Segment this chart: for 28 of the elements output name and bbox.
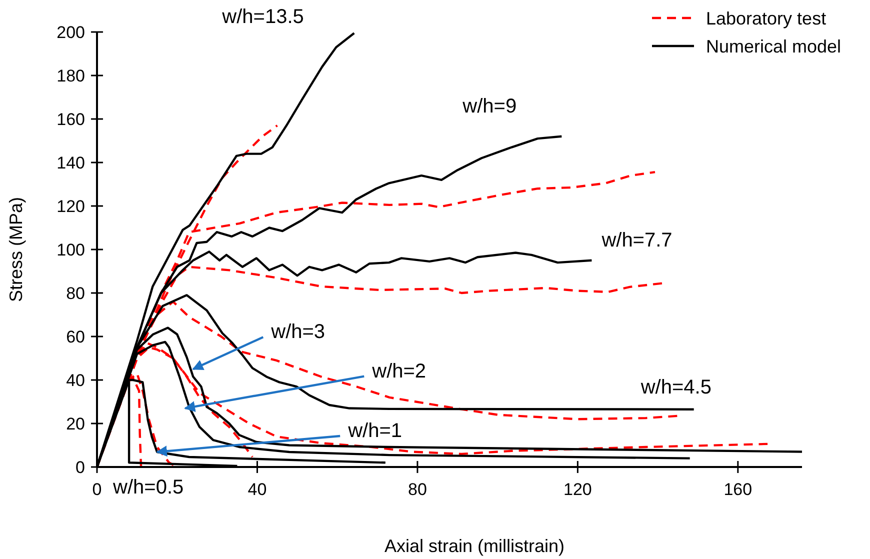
annotation: w/h=9 — [462, 95, 517, 118]
y-tick-label: 20 — [66, 414, 85, 434]
annotation: w/h=0.5 — [112, 476, 184, 499]
annotation: w/h=13.5 — [221, 6, 304, 28]
annotation: w/h=4.5 — [640, 376, 712, 398]
annotation: w/h=1 — [347, 420, 402, 442]
legend-label: Numerical model — [706, 36, 842, 56]
x-tick-label: 0 — [92, 480, 102, 499]
y-tick-label: 160 — [56, 110, 85, 129]
x-axis-title: Axial strain (millistrain) — [384, 536, 565, 556]
y-tick-label: 40 — [66, 370, 85, 390]
annotation: w/h=2 — [371, 360, 426, 382]
x-tick-label: 160 — [724, 480, 752, 499]
annotation: w/h=3 — [270, 321, 326, 344]
y-tick-label: 120 — [56, 196, 85, 216]
legend-label: Laboratory test — [706, 8, 826, 28]
y-tick-label: 180 — [56, 66, 85, 86]
y-axis-title: Stress (MPa) — [6, 196, 26, 302]
x-tick-label: 40 — [248, 480, 267, 499]
y-tick-label: 200 — [56, 22, 85, 42]
annotation: w/h=7.7 — [600, 229, 672, 252]
y-tick-label: 0 — [76, 458, 85, 477]
y-tick-label: 140 — [56, 153, 85, 172]
x-tick-label: 80 — [408, 480, 427, 499]
y-tick-label: 100 — [56, 240, 85, 260]
y-tick-label: 80 — [66, 284, 85, 303]
x-tick-label: 120 — [563, 480, 592, 499]
y-tick-label: 60 — [66, 327, 85, 346]
